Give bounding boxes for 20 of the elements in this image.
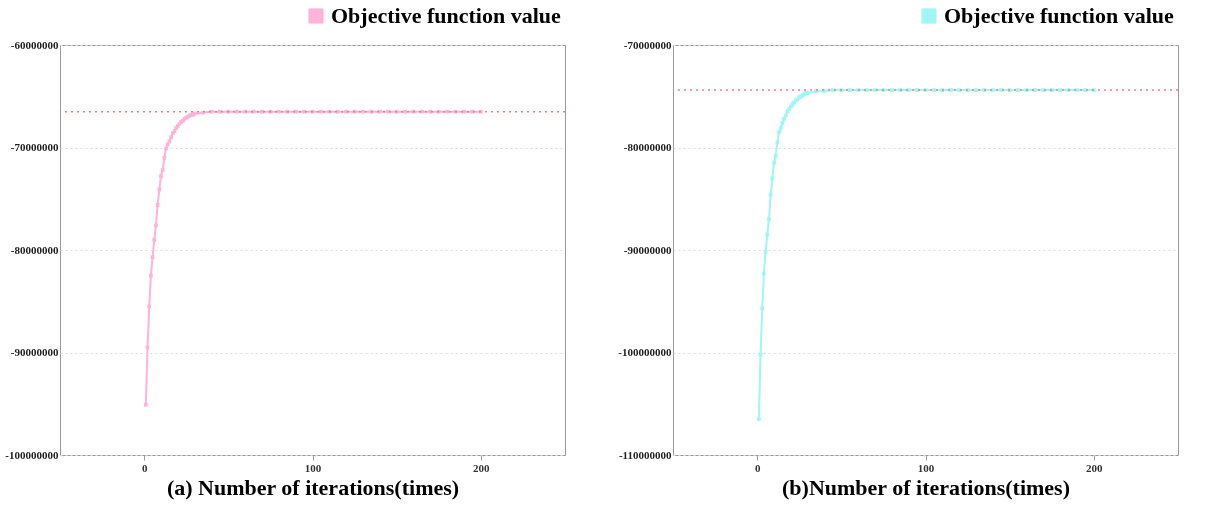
y-tick-label: -80000000: [10, 243, 59, 256]
x-tick-label: 100: [917, 461, 935, 474]
x-axis-title: (a) Number of iterations(times): [166, 474, 460, 500]
x-tick-label: 200: [473, 461, 491, 474]
x-tick-label: 100: [304, 461, 322, 474]
y-tick-label: -80000000: [623, 141, 672, 153]
legend-label: Objective function value: [944, 3, 1174, 28]
x-axis-title: (b)Number of iterations(times): [782, 474, 1070, 500]
y-tick-label: -70000000: [623, 38, 672, 51]
y-tick-label: -110000000: [618, 448, 672, 461]
legend-label: Objective function value: [331, 3, 561, 28]
y-tick-label: -100000000: [5, 448, 59, 461]
x-tick-label: 200: [1086, 461, 1104, 474]
y-tick-label: -70000000: [10, 141, 59, 153]
y-tick-label: -90000000: [623, 243, 672, 256]
x-tick-label: 0: [754, 461, 761, 474]
y-tick-label: -60000000: [10, 38, 59, 51]
y-tick-label: -90000000: [10, 346, 59, 358]
y-tick-label: -100000000: [618, 346, 672, 358]
x-tick-label: 0: [141, 461, 148, 474]
